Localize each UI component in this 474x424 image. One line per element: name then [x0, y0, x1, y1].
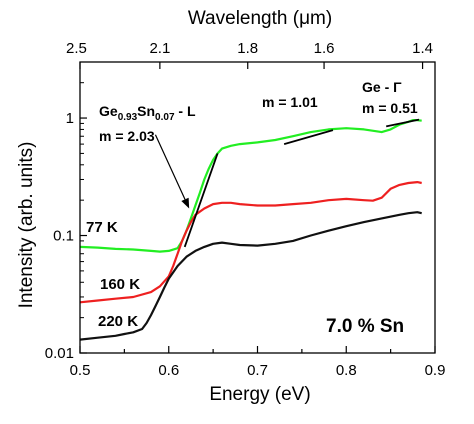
y-tick-label: 0.01 [45, 345, 74, 362]
slope-label-gamma: m = 0.51 [362, 100, 418, 116]
fit-line-1 [283, 129, 334, 145]
y-tick-label: 0.1 [53, 228, 74, 245]
ge-gamma-label: Ge - Γ [362, 79, 402, 95]
slope-label-l: m = 2.03 [99, 128, 155, 144]
y-axis-title: Intensity (arb. units) [16, 142, 37, 309]
series-line-1 [79, 181, 422, 304]
tick-layer: 0.5 0.6 0.7 0.8 0.9 0.01 0.1 1 2.5 2.1 1.8 1.6 1.4 [45, 40, 446, 379]
top-tick-label: 1.4 [412, 40, 433, 57]
fit-line-2 [386, 118, 420, 128]
x-tick-label: 0.6 [158, 362, 179, 379]
top-tick-label: 2.5 [66, 40, 87, 57]
series-label-160k: 160 K [100, 276, 140, 293]
gamma-symbol: Γ [393, 79, 402, 95]
top-tick-label: 1.8 [237, 40, 258, 57]
x-tick-label: 0.7 [247, 362, 268, 379]
material-base: Ge [99, 103, 118, 119]
annotation-arrow-head [181, 197, 190, 209]
series-layer [79, 118, 422, 341]
material-sub2: 0.07 [155, 112, 175, 123]
top-tick-label: 1.6 [314, 40, 335, 57]
annotation-arrow [154, 134, 186, 200]
material-tail: - L [175, 103, 196, 119]
series-line-2 [79, 211, 422, 341]
x-tick-label: 0.8 [336, 362, 357, 379]
material-label: Ge0.93Sn0.07 - L [99, 103, 196, 123]
top-axis-title: Wavelength (μm) [188, 8, 332, 29]
series-line-0 [79, 118, 422, 253]
x-tick-label: 0.5 [70, 362, 91, 379]
fit-line-0 [183, 153, 219, 248]
ge-gamma-prefix: Ge - [362, 79, 393, 95]
top-tick-label: 2.1 [149, 40, 170, 57]
plot-frame [79, 61, 436, 354]
series-label-77k: 77 K [86, 219, 118, 236]
slope-label-mid: m = 1.01 [262, 94, 318, 110]
series-label-220k: 220 K [98, 313, 138, 330]
material-sub1: 0.93 [118, 112, 138, 123]
fit-layer [183, 118, 420, 248]
top-axis-title-text: Wavelength (μm) [188, 8, 332, 29]
material-mid: Sn [137, 103, 155, 119]
x-axis-title: Energy (eV) [209, 384, 310, 405]
x-tick-label: 0.9 [425, 362, 446, 379]
y-tick-label: 1 [66, 110, 74, 127]
composition-label: 7.0 % Sn [326, 316, 404, 337]
